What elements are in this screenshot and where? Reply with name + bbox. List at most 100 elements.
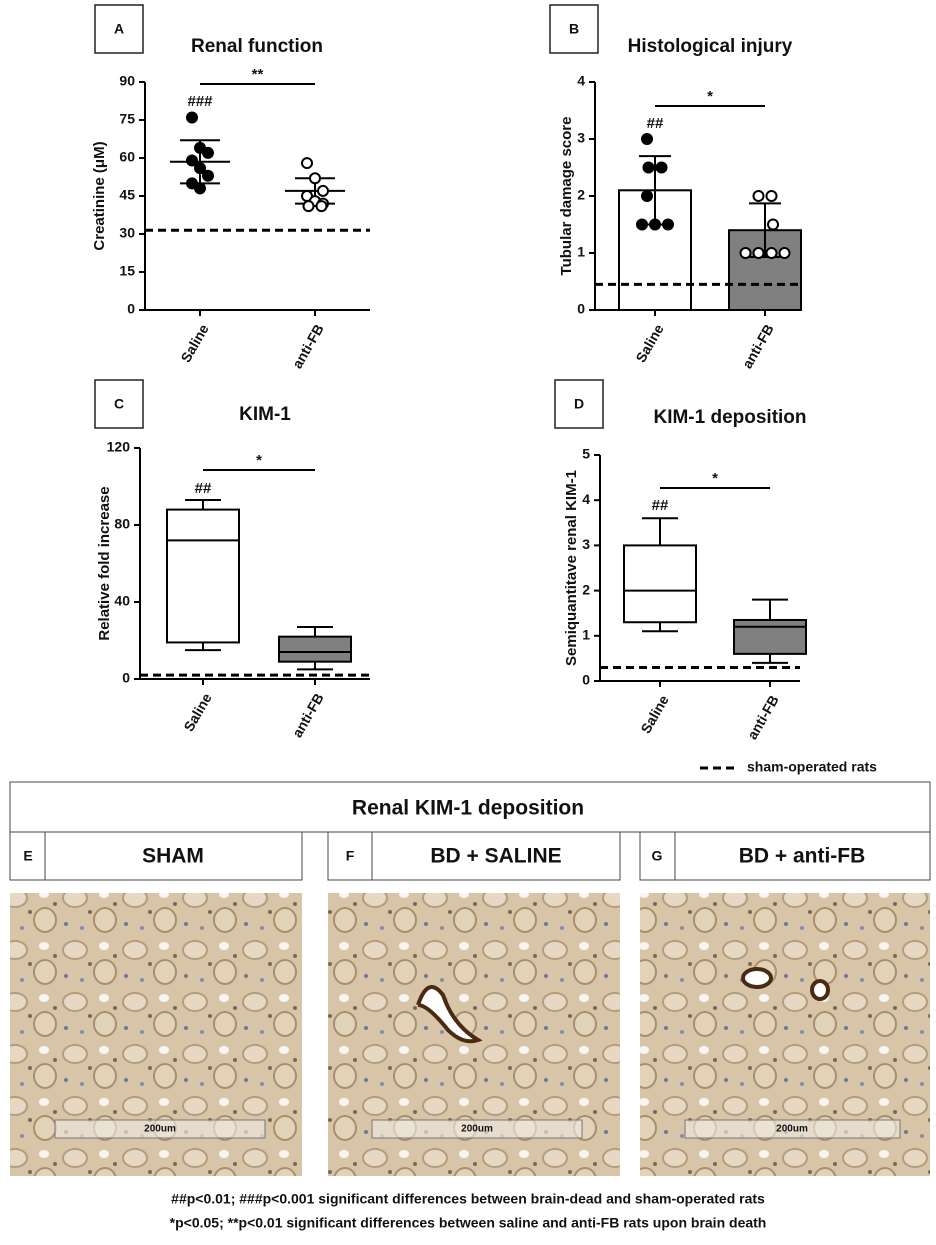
panel-letter-box	[554, 379, 604, 429]
data-point	[194, 162, 206, 175]
panel-title: SHAM	[142, 845, 204, 868]
data-point	[662, 218, 674, 231]
box	[623, 544, 697, 624]
box	[733, 618, 807, 655]
x-tick-label: anti-FB	[289, 690, 327, 740]
panel-letter: G	[652, 848, 663, 864]
y-tick-label: 0	[582, 672, 590, 688]
chart-panel: D KIM-1 deposition Semiquantitave renal KI…	[554, 379, 807, 742]
panel-letter-box	[549, 4, 599, 54]
image-panel: G BD + anti-FB 200um	[639, 831, 931, 1176]
data-point	[642, 161, 655, 174]
y-tick-label: 4	[577, 73, 585, 89]
significance-label: **	[252, 66, 264, 83]
x-tick-label: Saline	[637, 692, 672, 736]
chart-panel: A Renal function Creatinine (μM) 0 15 30 45 60 7…	[91, 4, 370, 371]
y-tick-label: 40	[114, 593, 130, 609]
stain	[416, 985, 483, 1044]
scale-bar	[371, 1119, 583, 1139]
data-point	[767, 218, 779, 231]
group-label: ###	[187, 93, 213, 110]
significance-label: *	[707, 88, 713, 105]
panel-title: BD + SALINE	[430, 845, 561, 868]
y-tick-label: 0	[577, 301, 585, 317]
scale-bar	[54, 1119, 266, 1139]
y-tick-label: 90	[119, 73, 135, 89]
data-point	[752, 190, 765, 202]
scale-label: 200um	[776, 1124, 808, 1135]
footnote: ##p<0.01; ###p<0.001 significant differe…	[171, 1191, 765, 1207]
panel-header	[9, 831, 303, 881]
panel-header	[639, 831, 931, 881]
y-tick-label: 30	[119, 225, 135, 241]
group-label: ##	[195, 480, 212, 497]
y-tick-label: 1	[582, 627, 590, 643]
y-tick-label: 15	[119, 263, 135, 279]
significance-label: *	[712, 470, 718, 487]
data-point	[636, 218, 648, 231]
data-point	[186, 111, 198, 124]
chart-title: Histological injury	[628, 36, 793, 57]
panel-letter: A	[114, 21, 124, 37]
data-point	[302, 200, 315, 213]
data-point	[765, 190, 778, 202]
data-point	[649, 218, 661, 231]
data-point	[641, 133, 653, 145]
box	[166, 508, 240, 644]
stain	[741, 967, 773, 989]
data-point	[739, 247, 752, 259]
x-tick-label: Saline	[177, 321, 212, 365]
data-point	[202, 169, 214, 182]
data-point	[765, 247, 778, 259]
panel-letter: F	[346, 848, 355, 864]
y-tick-label: 60	[119, 149, 135, 165]
panel-letter: E	[23, 848, 32, 864]
data-point	[315, 200, 328, 213]
y-tick-label: 80	[114, 516, 130, 532]
chart-title: Renal function	[191, 36, 323, 57]
data-point	[655, 161, 668, 174]
legend-label: sham-operated rats	[747, 759, 877, 775]
y-axis-label: Creatinine (μM)	[91, 141, 108, 250]
x-tick-label: anti-FB	[739, 321, 777, 371]
y-tick-label: 120	[107, 439, 131, 455]
panel-letter-box	[94, 4, 144, 54]
x-tick-label: Saline	[180, 690, 215, 734]
y-tick-label: 0	[127, 301, 135, 317]
y-tick-label: 75	[119, 111, 135, 127]
stain	[810, 979, 830, 1001]
data-point	[752, 247, 765, 259]
data-point	[301, 157, 313, 170]
data-point	[186, 154, 198, 167]
significance-label: *	[256, 452, 262, 469]
image-title: Renal KIM-1 deposition	[352, 797, 584, 820]
y-tick-label: 2	[582, 581, 590, 597]
panel-title: BD + anti-FB	[739, 845, 866, 868]
data-point	[641, 190, 653, 202]
chart-panel: B Histological injury Tubular damage score…	[549, 4, 802, 371]
panel-header	[327, 831, 621, 881]
y-tick-label: 2	[577, 187, 585, 203]
group-label: ##	[652, 497, 669, 514]
scale-label: 200um	[461, 1124, 493, 1135]
box	[278, 635, 352, 663]
group-label: ##	[647, 115, 664, 132]
y-axis-label: Tubular damage score	[558, 117, 575, 276]
x-tick-label: anti-FB	[744, 692, 782, 742]
y-tick-label: 1	[577, 244, 585, 260]
chart-title: KIM-1	[239, 404, 291, 425]
x-tick-label: anti-FB	[289, 321, 327, 371]
image-panel: F BD + SALINE 200um	[327, 831, 621, 1176]
y-axis-label: Relative fold increase	[96, 486, 113, 640]
scale-label: 200um	[144, 1124, 176, 1135]
data-point	[309, 172, 321, 185]
scale-bar	[684, 1119, 901, 1139]
image-panel: E SHAM 200um	[9, 831, 303, 1176]
x-tick-label: Saline	[632, 321, 667, 365]
y-tick-label: 4	[582, 491, 590, 507]
y-axis-label: Semiquantitave renal KIM-1	[563, 470, 580, 666]
data-point	[317, 184, 329, 197]
y-tick-label: 0	[122, 670, 130, 686]
